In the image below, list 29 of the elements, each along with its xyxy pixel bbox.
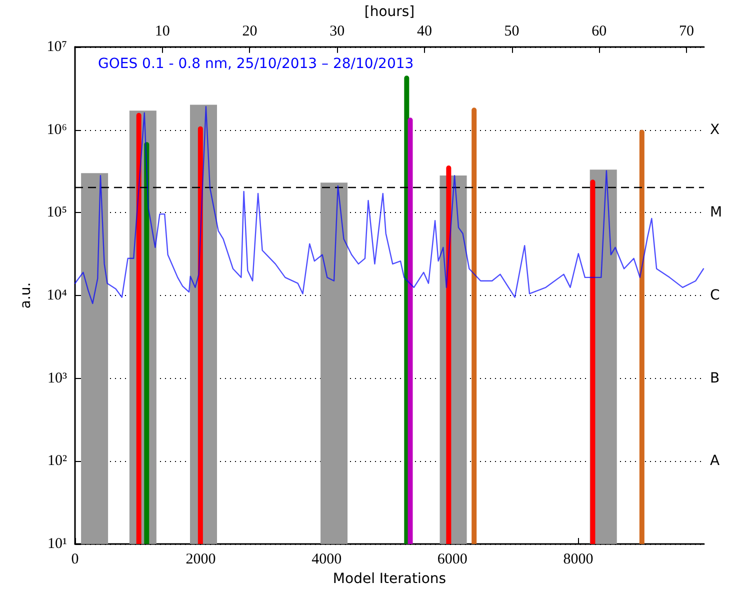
- x2-tick-label: 30: [330, 23, 345, 40]
- x2-tick-label: 20: [242, 23, 258, 40]
- y-axis-title: a.u.: [18, 282, 34, 309]
- x2-tick-label: 40: [416, 23, 432, 40]
- text: X: [710, 122, 720, 138]
- x-tick-label: 4000: [312, 552, 342, 568]
- line-series: [74, 106, 704, 304]
- y-tick-label: 10⁶: [46, 122, 67, 138]
- text: M: [710, 204, 722, 221]
- x2-tick-label: 60: [592, 23, 607, 40]
- x2-tick-label: 10: [154, 23, 170, 40]
- x2-tick-label: 70: [679, 23, 694, 40]
- x2-tick-label: 50: [504, 23, 520, 40]
- y-tick-label: 10⁴: [46, 287, 67, 304]
- x-tick-label: 2000: [186, 552, 216, 568]
- text: GOES 0.1 - 0.8 nm, 25/10/2013 – 28/10/2013: [98, 56, 414, 72]
- y-tick-label: 10⁷: [46, 38, 67, 55]
- text: C: [710, 287, 720, 304]
- text: B: [710, 370, 720, 386]
- x-axis-title: Model Iterations: [332, 571, 446, 587]
- y-tick-label: 10²: [48, 453, 68, 470]
- y-tick-label: 10¹: [48, 536, 67, 552]
- x-tick-label: 6000: [437, 552, 468, 568]
- x-tick-label: 0: [71, 552, 79, 568]
- x2-axis-title: [hours]: [364, 4, 415, 20]
- y-tick-label: 10³: [48, 370, 68, 386]
- text: A: [710, 453, 720, 470]
- y-tick-label: 10⁵: [46, 204, 67, 221]
- x-tick-label: 8000: [563, 552, 594, 568]
